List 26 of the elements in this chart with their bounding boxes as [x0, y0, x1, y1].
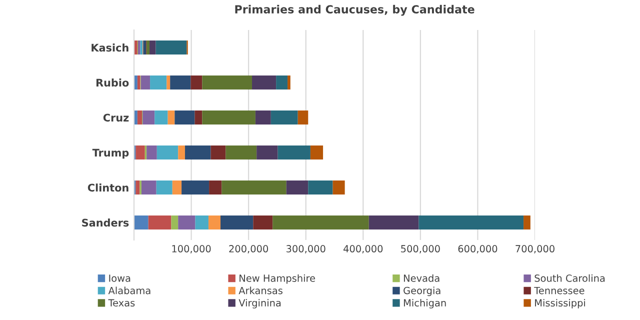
- y-tick-label: Cruz: [103, 114, 129, 122]
- legend-label: New Hampshire: [240, 274, 316, 284]
- y-tick-label: Sanders: [82, 218, 129, 227]
- legend-label: Michigan: [404, 299, 446, 308]
- x-tick-label: 300,000: [286, 245, 326, 254]
- legend-label: Virginina: [238, 299, 281, 308]
- x-tick-label: 500,000: [401, 245, 440, 254]
- legend-label: Nevada: [404, 274, 440, 282]
- x-tick-label: 700,000: [516, 245, 554, 254]
- legend-label: Iowa: [109, 274, 130, 282]
- x-tick-label: 200,000: [229, 245, 268, 254]
- legend-label: Texas: [108, 299, 135, 307]
- y-tick-label: Rubio: [96, 78, 129, 87]
- x-tick-label: 600,000: [458, 245, 498, 254]
- legend-label: Arkansas: [238, 286, 282, 294]
- legend-label: Tennessee: [534, 286, 584, 294]
- y-tick-label: Trump: [92, 148, 129, 159]
- chart-title: Primaries and Caucuses, by Candidate: [235, 4, 474, 16]
- x-tick-label: 400,000: [344, 245, 383, 254]
- y-tick-label: Clinton: [88, 184, 128, 192]
- legend-label: Georgia: [404, 286, 440, 296]
- legend-label: South Carolina: [534, 274, 605, 282]
- legend-label: Alabama: [108, 286, 150, 294]
- x-tick-label: 100,000: [172, 245, 211, 254]
- legend-label: Mississippi: [535, 299, 585, 308]
- y-tick-label: Kasich: [92, 44, 128, 52]
